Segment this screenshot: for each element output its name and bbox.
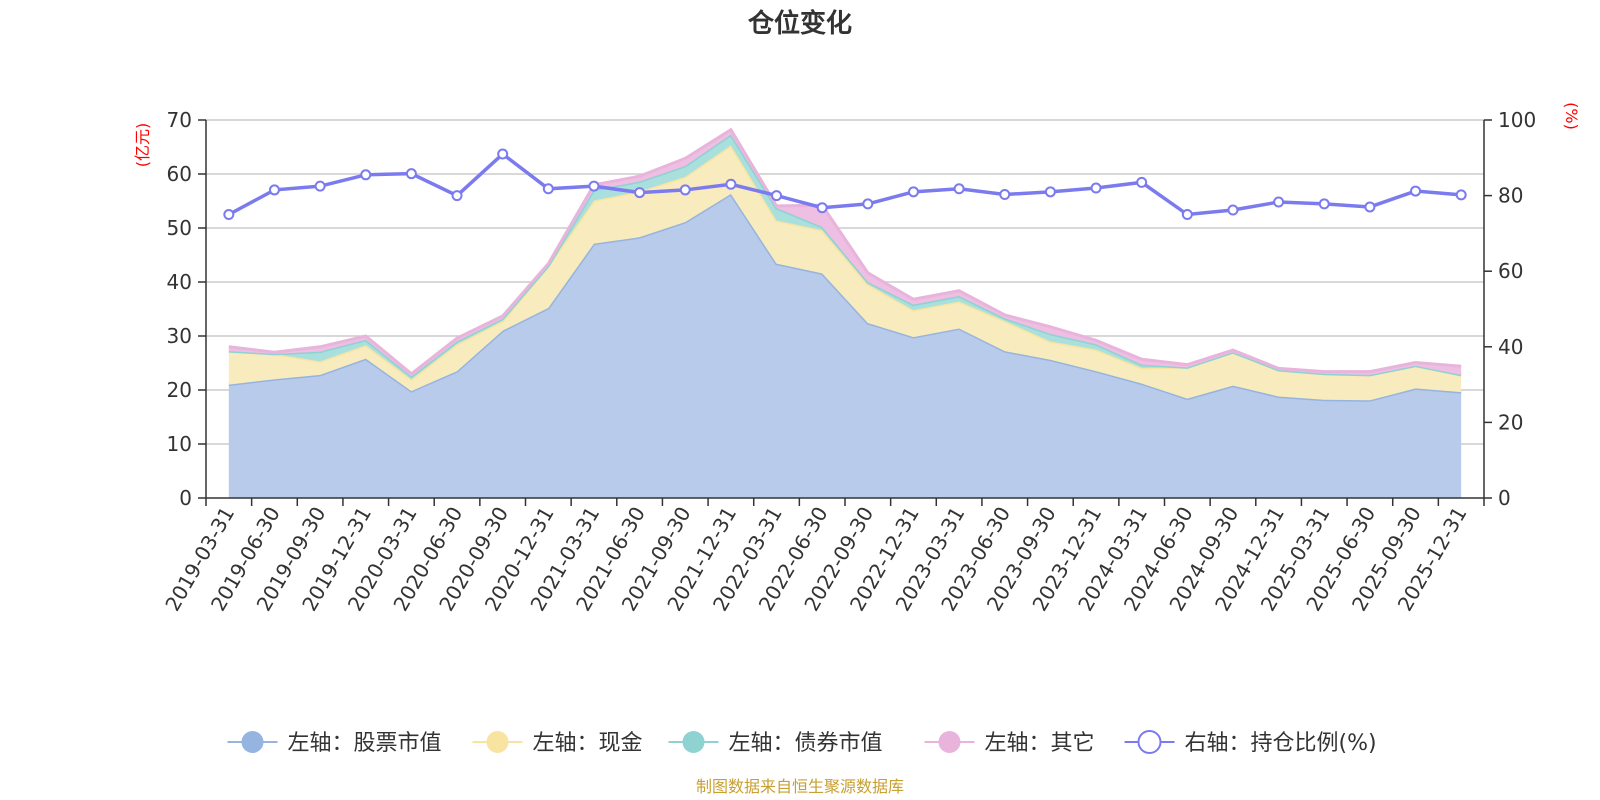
right-axis-tick-label: 20 <box>1498 410 1523 434</box>
ratio-point <box>1318 198 1330 210</box>
right-axis-tick-label: 0 <box>1498 486 1511 510</box>
right-axis-tick-label: 80 <box>1498 184 1523 208</box>
ratio-point <box>360 169 372 181</box>
legend-item[interactable]: 左轴：股票市值 <box>227 731 442 756</box>
left-axis-tick-label: 40 <box>167 270 192 294</box>
legend-item[interactable]: 左轴：现金 <box>472 731 643 756</box>
ratio-point <box>1410 185 1422 197</box>
legend-label: 左轴：其它 <box>985 731 1095 756</box>
area-左轴：其它 <box>228 129 1462 377</box>
ratio-line <box>227 151 1462 217</box>
ratio-point <box>679 184 691 196</box>
right-axis-unit: (%) <box>1562 102 1581 130</box>
ratio-point <box>816 202 828 214</box>
ratio-point <box>634 187 646 199</box>
ratio-point <box>542 183 554 195</box>
legend-swatch-circle <box>682 731 705 753</box>
area-edge-左轴：其它 <box>228 127 1462 376</box>
left-axis-unit: (亿元) <box>133 123 152 168</box>
legend-label: 左轴：现金 <box>533 731 643 756</box>
left-axis-tick-label: 50 <box>167 216 192 240</box>
legend-swatch-circle <box>241 731 264 753</box>
area-左轴：债券市值 <box>228 134 1462 380</box>
stacked-areas <box>228 127 1462 499</box>
left-axis-tick-label: 10 <box>167 432 192 456</box>
area-左轴：股票市值 <box>228 193 1462 499</box>
right-axis-tick-label: 60 <box>1498 259 1523 283</box>
ratio-point <box>862 198 874 210</box>
ratio-point <box>268 184 280 196</box>
ratio-point <box>1090 182 1102 194</box>
ratio-point <box>1044 186 1056 198</box>
left-axis-tick-label: 20 <box>167 378 192 402</box>
ratio-point <box>1227 204 1239 216</box>
left-axis-tick-label: 70 <box>167 108 192 132</box>
legend-swatch-circle <box>486 731 509 753</box>
left-axis-tick-label: 0 <box>179 486 192 510</box>
right-axis-tick-label: 100 <box>1498 108 1536 132</box>
ratio-line-series <box>223 148 1467 220</box>
legend-label: 左轴：债券市值 <box>729 731 883 756</box>
ratio-point <box>1181 209 1193 220</box>
ratio-point <box>1455 189 1467 201</box>
legend-label: 右轴：持仓比例(%) <box>1185 731 1377 756</box>
legend-swatch-circle <box>1137 730 1162 754</box>
ratio-point <box>953 183 965 195</box>
ratio-point <box>314 180 326 192</box>
legend-item[interactable]: 左轴：债券市值 <box>668 731 883 756</box>
ratio-point <box>1136 176 1148 188</box>
left-axis-tick-label: 60 <box>167 162 192 186</box>
ratio-point <box>451 190 463 202</box>
ratio-point <box>999 188 1011 200</box>
ratio-point <box>1364 201 1376 213</box>
ratio-point <box>223 209 235 220</box>
ratio-point <box>405 168 417 180</box>
area-左轴：现金 <box>228 145 1462 401</box>
ratio-point <box>771 190 783 202</box>
legend-item[interactable]: 右轴：持仓比例(%) <box>1124 730 1377 756</box>
legend-label: 左轴：股票市值 <box>288 731 442 756</box>
chart-title: 仓位变化 <box>747 8 852 39</box>
ratio-point <box>1273 196 1285 208</box>
ratio-point <box>588 180 600 192</box>
legend[interactable]: 左轴：股票市值 左轴：现金 左轴：债券市值 左轴：其它 右轴：持仓比例(%) <box>227 730 1377 756</box>
legend-swatch-circle <box>938 731 961 753</box>
legend-item[interactable]: 左轴：其它 <box>924 731 1095 756</box>
ratio-point <box>725 178 737 190</box>
ratio-point <box>907 186 919 198</box>
left-axis-tick-label: 30 <box>167 324 192 348</box>
ratio-point <box>497 148 509 160</box>
data-source-note: 制图数据来自恒生聚源数据库 <box>696 777 904 796</box>
right-axis-tick-label: 40 <box>1498 335 1523 359</box>
